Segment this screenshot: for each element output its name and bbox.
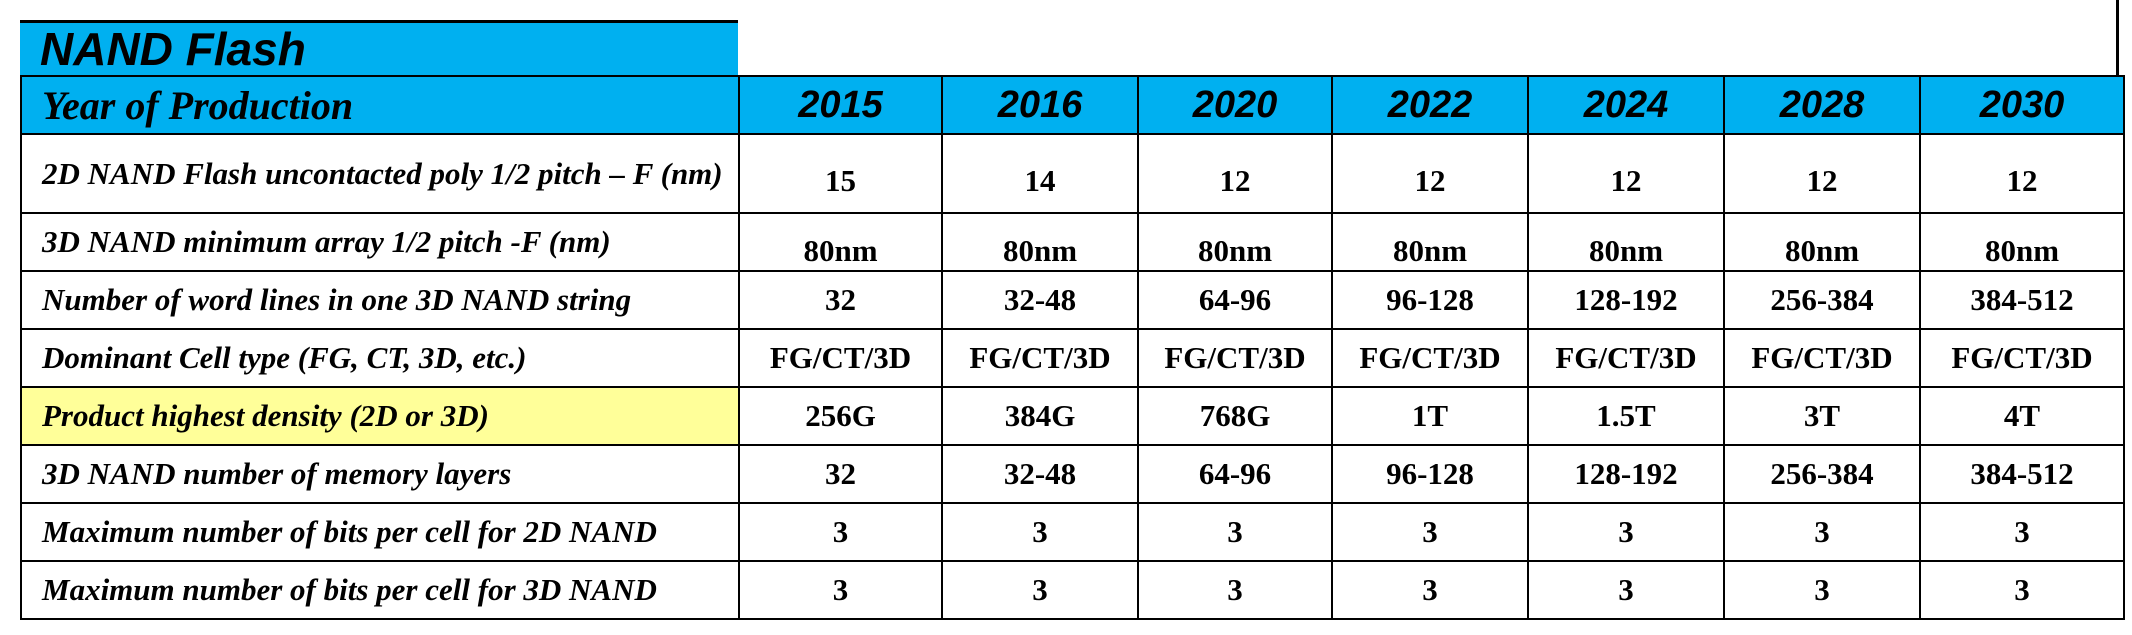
table-cell: 1.5T [1527,386,1725,446]
year-header: 2020 [1137,75,1333,135]
table-cell: 80nm [1527,212,1725,272]
row-label: Number of word lines in one 3D NAND stri… [20,270,740,330]
table-cell: 3 [738,560,943,620]
table-cell: 14 [941,133,1139,214]
table-cell: 4T [1919,386,2125,446]
table-cell: 96-128 [1331,270,1529,330]
table-cell: 3 [1919,502,2125,562]
table-row: 2D NAND Flash uncontacted poly 1/2 pitch… [20,133,2125,214]
table-cell: 80nm [1331,212,1529,272]
table-cell: 15 [738,133,943,214]
table-cell: 80nm [941,212,1139,272]
table-cell: 3 [738,502,943,562]
table-cell: 128-192 [1527,270,1725,330]
row-label: 3D NAND minimum array 1/2 pitch -F (nm) [20,212,740,272]
year-header: 2030 [1919,75,2125,135]
table-cell: 96-128 [1331,444,1529,504]
table-cell: 3T [1723,386,1921,446]
table-cell: 32-48 [941,444,1139,504]
year-header: 2015 [738,75,943,135]
table-title-text: NAND Flash [40,23,306,75]
table-cell: FG/CT/3D [941,328,1139,388]
table-cell: 3 [1331,502,1529,562]
table-cell: FG/CT/3D [1527,328,1725,388]
table-cell: FG/CT/3D [1331,328,1529,388]
table-cell: 3 [1723,502,1921,562]
table-cell: 64-96 [1137,444,1333,504]
table-cell: 12 [1919,133,2125,214]
table-cell: 384G [941,386,1139,446]
table-cell: 1T [1331,386,1529,446]
year-header: 2024 [1527,75,1725,135]
table-cell: 128-192 [1527,444,1725,504]
table-row: Number of word lines in one 3D NAND stri… [20,270,2125,330]
table-cell: 3 [1527,502,1725,562]
table-cell: 12 [1723,133,1921,214]
table-cell: 32 [738,444,943,504]
table-cell: 32 [738,270,943,330]
table-cell: 256-384 [1723,444,1921,504]
year-header: 2022 [1331,75,1529,135]
row-label: 2D NAND Flash uncontacted poly 1/2 pitch… [20,133,740,214]
table-cell: 256-384 [1723,270,1921,330]
table-cell: 80nm [1137,212,1333,272]
table-cell: 384-512 [1919,270,2125,330]
table-cell: 3 [1527,560,1725,620]
table-cell: FG/CT/3D [1137,328,1333,388]
table-cell: 12 [1137,133,1333,214]
table-cell: 80nm [1723,212,1921,272]
row-label: Maximum number of bits per cell for 3D N… [20,560,740,620]
frame-border [2116,0,2119,75]
header-row-label: Year of Production [20,75,740,135]
table-cell: 3 [941,502,1139,562]
row-label-highlighted: Product highest density (2D or 3D) [20,386,740,446]
year-header: 2028 [1723,75,1921,135]
table-cell: FG/CT/3D [738,328,943,388]
table-row: Product highest density (2D or 3D) 256G … [20,386,2125,446]
table-cell: 3 [1331,560,1529,620]
table-cell: 12 [1527,133,1725,214]
table-cell: FG/CT/3D [1919,328,2125,388]
table-cell: 3 [1137,560,1333,620]
table-row: 3D NAND number of memory layers 32 32-48… [20,444,2125,504]
table-cell: 768G [1137,386,1333,446]
table-cell: 80nm [1919,212,2125,272]
table-row: Dominant Cell type (FG, CT, 3D, etc.) FG… [20,328,2125,388]
table-title: NAND Flash [20,20,738,75]
table-cell: 3 [1137,502,1333,562]
table-cell: 3 [941,560,1139,620]
table-cell: 32-48 [941,270,1139,330]
table-cell: 64-96 [1137,270,1333,330]
header-row: Year of Production 2015 2016 2020 2022 2… [20,75,2125,135]
nand-flash-table: Year of Production 2015 2016 2020 2022 2… [20,75,2125,620]
table-row: Maximum number of bits per cell for 2D N… [20,502,2125,562]
table-cell: 12 [1331,133,1529,214]
row-label: Dominant Cell type (FG, CT, 3D, etc.) [20,328,740,388]
table-cell: 384-512 [1919,444,2125,504]
table-cell: 3 [1919,560,2125,620]
table-cell: FG/CT/3D [1723,328,1921,388]
table-cell: 256G [738,386,943,446]
row-label: Maximum number of bits per cell for 2D N… [20,502,740,562]
row-label: 3D NAND number of memory layers [20,444,740,504]
table-cell: 3 [1723,560,1921,620]
table-row: Maximum number of bits per cell for 3D N… [20,560,2125,620]
table-row: 3D NAND minimum array 1/2 pitch -F (nm) … [20,212,2125,272]
year-header: 2016 [941,75,1139,135]
table-cell: 80nm [738,212,943,272]
